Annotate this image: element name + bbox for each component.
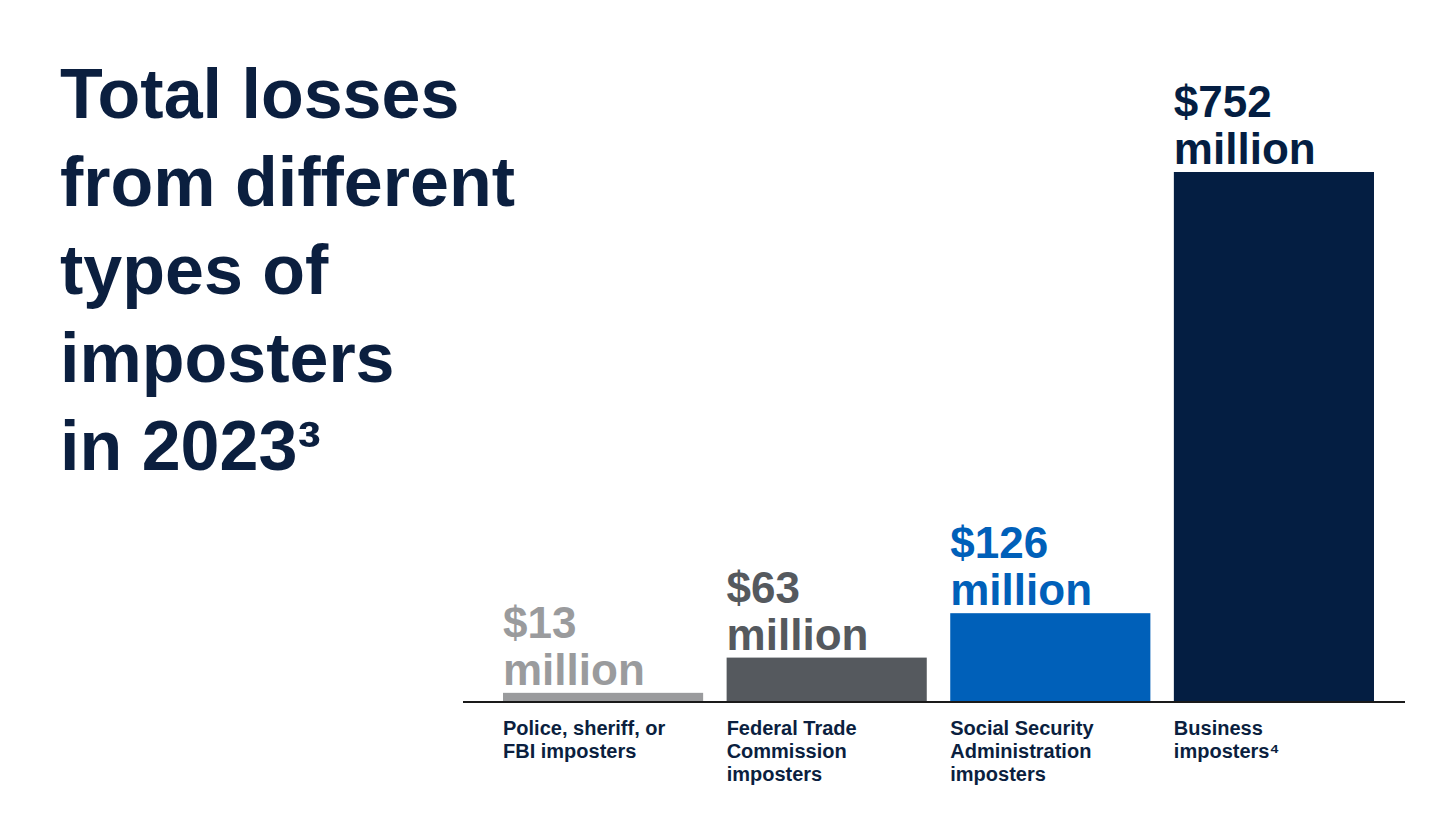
bar: [1174, 172, 1374, 702]
tick-label: Police, sheriff, orFBI imposters: [503, 717, 665, 762]
tick-label-line: Social Security: [950, 717, 1094, 739]
tick-label-line: Police, sheriff, or: [503, 717, 665, 739]
axis-line: [463, 701, 1405, 703]
tick-label-line: Business: [1174, 717, 1263, 739]
data-labels: $13million$63million$126million$752milli…: [503, 77, 1316, 694]
data-label: $752million: [1174, 77, 1316, 173]
tick-label-line: Commission: [727, 740, 847, 762]
tick: Police, sheriff, orFBI imposters: [503, 717, 665, 762]
tick: Businessimposters⁴: [1174, 717, 1279, 762]
tick-label-line: imposters⁴: [1174, 740, 1279, 762]
tick-label-line: Federal Trade: [727, 717, 857, 739]
bar: [503, 693, 703, 702]
data-label-line: $752: [1174, 77, 1272, 126]
data-label: $13million: [503, 598, 645, 694]
tick: Social SecurityAdministrationimposters: [950, 717, 1094, 785]
data-label: $63million: [727, 563, 869, 659]
tick-label-line: imposters: [727, 763, 823, 785]
tick: Federal TradeCommissionimposters: [727, 717, 857, 785]
title: Total losses from different types of impost…: [60, 55, 515, 485]
title-line: Total losses: [60, 55, 459, 133]
title-line: imposters: [60, 319, 395, 397]
bar: [950, 613, 1150, 702]
data-label: $126million: [950, 518, 1092, 614]
data-label-line: $126: [950, 518, 1048, 567]
bar: [727, 658, 927, 702]
tick-label-line: imposters: [950, 763, 1046, 785]
x-axis: Police, sheriff, orFBI imposters Federal …: [463, 702, 1405, 785]
chart: Total losses from different types of impost…: [0, 0, 1430, 817]
data-label-line: million: [503, 645, 645, 694]
data-label-line: million: [1174, 124, 1316, 173]
tick-label: Federal TradeCommissionimposters: [727, 717, 857, 785]
tick-label: Social SecurityAdministrationimposters: [950, 717, 1094, 785]
tick-label-line: Administration: [950, 740, 1091, 762]
data-label-line: million: [950, 565, 1092, 614]
title-line: in 2023³: [60, 407, 321, 485]
data-label-line: $63: [727, 563, 800, 612]
bars: [503, 172, 1374, 702]
title-line: types of: [60, 231, 329, 309]
title-line: from different: [60, 143, 515, 221]
data-label-line: $13: [503, 598, 576, 647]
tick-label: Businessimposters⁴: [1174, 717, 1279, 762]
tick-label-line: FBI imposters: [503, 740, 636, 762]
data-label-line: million: [727, 610, 869, 659]
